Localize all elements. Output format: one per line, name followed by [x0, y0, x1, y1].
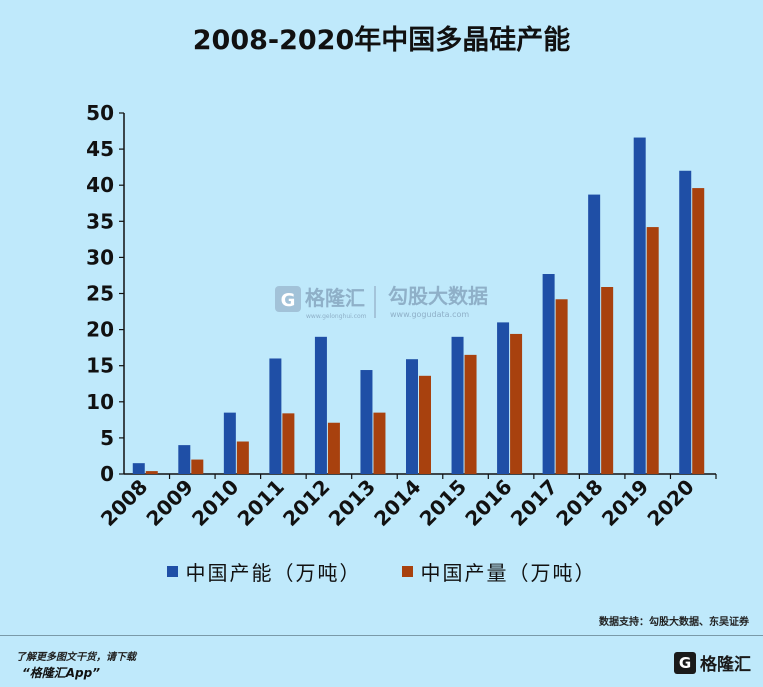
legend-swatch-capacity [166, 566, 178, 577]
legend-swatch-output [401, 566, 413, 577]
bar-output-2013 [373, 412, 386, 474]
watermark-partner: 勾股大数据 [388, 284, 488, 308]
x-tick-label: 2013 [324, 475, 380, 531]
y-tick-label: 40 [86, 173, 114, 197]
y-tick-label: 20 [86, 318, 114, 342]
watermark-partner-url: www.gogudata.com [390, 310, 469, 319]
bar-output-2017 [555, 299, 568, 474]
bar-capacity-2019 [633, 137, 646, 474]
bars [132, 137, 705, 474]
bar-capacity-2008 [132, 463, 145, 474]
bar-capacity-2018 [588, 194, 601, 474]
y-tick-label: 25 [86, 282, 114, 306]
bar-capacity-2020 [679, 170, 692, 474]
y-tick-label: 10 [86, 390, 114, 414]
bar-capacity-2011 [269, 358, 282, 474]
x-tick-label: 2015 [415, 475, 471, 531]
y-tick-label: 15 [86, 354, 114, 378]
legend: 中国产能（万吨） 中国产量（万吨） [0, 557, 763, 586]
legend-label-capacity: 中国产能（万吨） [185, 561, 362, 585]
y-tick-label: 45 [86, 137, 114, 161]
bar-chart: G 格隆汇 www.gelonghui.com 勾股大数据 www.goguda… [86, 101, 717, 531]
x-tick-label: 2012 [278, 475, 334, 531]
bar-capacity-2014 [406, 359, 418, 474]
watermark-logo-icon [275, 286, 301, 312]
bar-output-2009 [191, 459, 204, 474]
source-note: 数据支持：勾股大数据、东吴证券 [599, 617, 749, 628]
bar-output-2012 [327, 422, 340, 474]
x-tick-label: 2009 [142, 475, 198, 531]
bar-output-2010 [236, 441, 249, 474]
footer-divider [0, 635, 763, 636]
watermark-brand-url: www.gelonghui.com [306, 313, 367, 320]
bar-output-2008 [145, 471, 158, 474]
bar-capacity-2009 [178, 445, 191, 474]
x-tick-label: 2017 [506, 475, 562, 531]
x-tick-label: 2016 [460, 475, 516, 531]
bar-output-2015 [464, 354, 477, 474]
x-tick-label: 2011 [233, 475, 289, 531]
x-tick-label: 2020 [642, 475, 698, 531]
bar-capacity-2010 [223, 412, 236, 474]
bar-output-2018 [601, 287, 614, 474]
y-tick-label: 0 [100, 462, 114, 486]
bar-capacity-2017 [542, 274, 555, 474]
watermark: G 格隆汇 www.gelonghui.com 勾股大数据 www.goguda… [275, 284, 488, 320]
footer-logo-name: 格隆汇 [700, 655, 751, 675]
y-tick-label: 5 [100, 426, 114, 450]
bar-capacity-2015 [451, 336, 464, 474]
watermark-logo-mark: G [281, 290, 296, 311]
footer-logo-icon: G [674, 651, 696, 674]
bar-capacity-2016 [497, 322, 510, 474]
chart-title: 2008-2020年中国多晶硅产能 [192, 25, 571, 56]
footer-download-text: 了解更多图文干货，请下载 [16, 652, 136, 663]
bar-output-2020 [692, 188, 705, 474]
legend-item-capacity: 中国产能（万吨） [166, 557, 362, 586]
y-tick-label: 35 [86, 209, 114, 233]
bar-capacity-2013 [360, 370, 373, 474]
x-tick-label: 2019 [597, 475, 653, 531]
y-tick-label: 30 [86, 245, 114, 269]
legend-item-output: 中国产量（万吨） [401, 557, 597, 586]
footer-logo: G 格隆汇 [674, 650, 751, 675]
y-tick-label: 50 [86, 101, 114, 125]
x-tick-label: 2014 [369, 475, 425, 531]
bar-output-2014 [419, 375, 431, 474]
x-tick-label: 2018 [551, 475, 607, 531]
bar-output-2011 [282, 413, 295, 474]
bar-output-2019 [646, 227, 659, 474]
legend-label-output: 中国产量（万吨） [420, 561, 597, 585]
footer-app-name: “格隆汇App” [22, 666, 100, 680]
bar-capacity-2012 [314, 336, 327, 474]
bar-output-2016 [510, 333, 523, 474]
x-tick-label: 2010 [187, 475, 243, 531]
watermark-brand: 格隆汇 [305, 286, 365, 310]
